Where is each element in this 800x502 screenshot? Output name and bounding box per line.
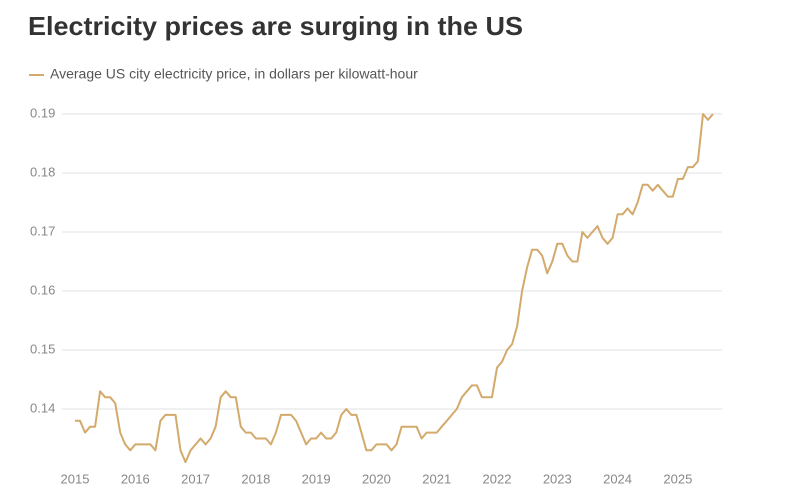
x-tick-label: 2017 bbox=[181, 471, 210, 486]
x-tick-label: 2019 bbox=[302, 471, 331, 486]
x-tick-label: 2023 bbox=[543, 471, 572, 486]
y-tick-label: 0.14 bbox=[30, 400, 55, 415]
x-tick-label: 2018 bbox=[241, 471, 270, 486]
legend-label: Average US city electricity price, in do… bbox=[50, 66, 418, 82]
x-tick-label: 2025 bbox=[663, 471, 692, 486]
x-tick-label: 2021 bbox=[422, 471, 451, 486]
y-tick-label: 0.15 bbox=[30, 341, 55, 356]
series-line bbox=[75, 113, 714, 464]
y-tick-label: 0.17 bbox=[30, 223, 55, 238]
x-tick-label: 2020 bbox=[362, 471, 391, 486]
x-tick-label: 2016 bbox=[121, 471, 150, 486]
y-tick-label: 0.16 bbox=[30, 282, 55, 297]
y-tick-label: 0.18 bbox=[30, 164, 55, 179]
x-tick-label: 2015 bbox=[61, 471, 90, 486]
x-tick-label: 2022 bbox=[483, 471, 512, 486]
y-tick-label: 0.19 bbox=[30, 105, 55, 120]
chart-title: Electricity prices are surging in the US bbox=[28, 11, 523, 41]
x-tick-label: 2024 bbox=[603, 471, 632, 486]
